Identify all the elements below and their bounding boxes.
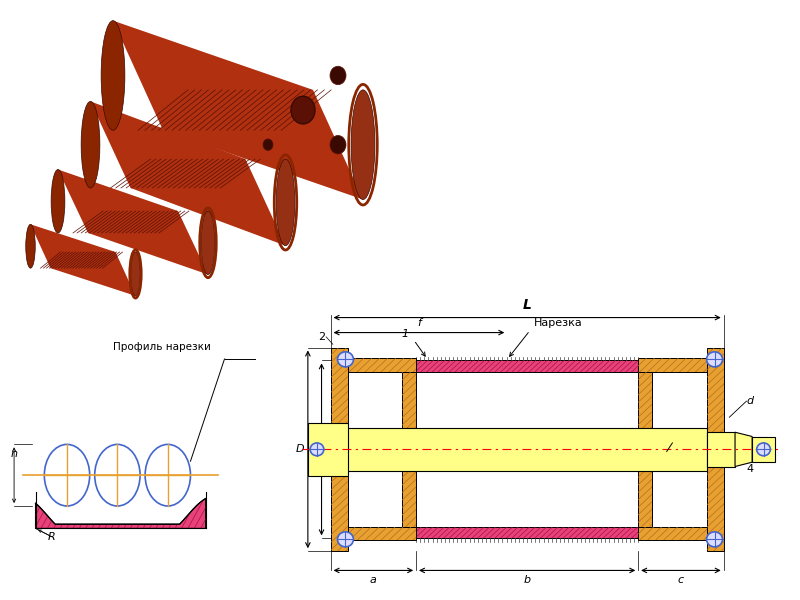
Polygon shape bbox=[638, 527, 706, 541]
Ellipse shape bbox=[145, 445, 190, 506]
Polygon shape bbox=[362, 527, 416, 538]
Circle shape bbox=[338, 532, 354, 547]
Circle shape bbox=[263, 139, 273, 151]
Text: a: a bbox=[370, 575, 377, 585]
Text: D: D bbox=[296, 445, 305, 454]
Polygon shape bbox=[638, 372, 652, 527]
Polygon shape bbox=[113, 20, 363, 199]
Polygon shape bbox=[416, 527, 638, 538]
Circle shape bbox=[757, 443, 770, 456]
Text: Нарезка: Нарезка bbox=[534, 318, 583, 328]
Text: b: b bbox=[523, 575, 530, 585]
Text: c: c bbox=[678, 575, 684, 585]
Polygon shape bbox=[308, 428, 706, 471]
Ellipse shape bbox=[26, 224, 35, 268]
Text: 2: 2 bbox=[318, 332, 325, 342]
Polygon shape bbox=[90, 101, 286, 245]
Text: f: f bbox=[417, 318, 421, 328]
Circle shape bbox=[330, 136, 346, 154]
Ellipse shape bbox=[81, 101, 100, 188]
Polygon shape bbox=[693, 361, 706, 372]
Ellipse shape bbox=[94, 445, 140, 506]
Polygon shape bbox=[348, 527, 416, 541]
Ellipse shape bbox=[201, 211, 215, 275]
Text: Профиль нарезки: Профиль нарезки bbox=[113, 342, 210, 352]
Polygon shape bbox=[348, 358, 416, 372]
Polygon shape bbox=[706, 347, 724, 551]
Polygon shape bbox=[706, 432, 735, 467]
Circle shape bbox=[338, 352, 354, 367]
Ellipse shape bbox=[101, 20, 125, 130]
Polygon shape bbox=[402, 372, 416, 527]
Ellipse shape bbox=[51, 169, 65, 233]
Polygon shape bbox=[693, 527, 706, 538]
Polygon shape bbox=[416, 361, 638, 372]
Polygon shape bbox=[752, 437, 775, 462]
Polygon shape bbox=[638, 358, 706, 372]
Circle shape bbox=[706, 352, 722, 367]
Text: 1: 1 bbox=[401, 329, 408, 339]
Polygon shape bbox=[308, 422, 348, 476]
Ellipse shape bbox=[276, 159, 295, 245]
Text: d: d bbox=[746, 396, 754, 406]
Polygon shape bbox=[35, 499, 206, 529]
Text: R: R bbox=[48, 532, 56, 542]
Polygon shape bbox=[330, 347, 348, 551]
Circle shape bbox=[310, 443, 324, 456]
Polygon shape bbox=[362, 361, 416, 372]
Text: D1: D1 bbox=[322, 436, 337, 446]
Polygon shape bbox=[735, 432, 752, 467]
Text: n: n bbox=[10, 449, 18, 459]
Circle shape bbox=[706, 532, 722, 547]
Ellipse shape bbox=[351, 90, 375, 199]
Circle shape bbox=[291, 96, 315, 124]
Polygon shape bbox=[58, 169, 208, 275]
Text: L: L bbox=[522, 298, 531, 312]
Circle shape bbox=[330, 66, 346, 85]
Text: 4: 4 bbox=[746, 464, 754, 473]
Ellipse shape bbox=[44, 445, 90, 506]
Polygon shape bbox=[30, 224, 135, 296]
Ellipse shape bbox=[130, 252, 140, 296]
